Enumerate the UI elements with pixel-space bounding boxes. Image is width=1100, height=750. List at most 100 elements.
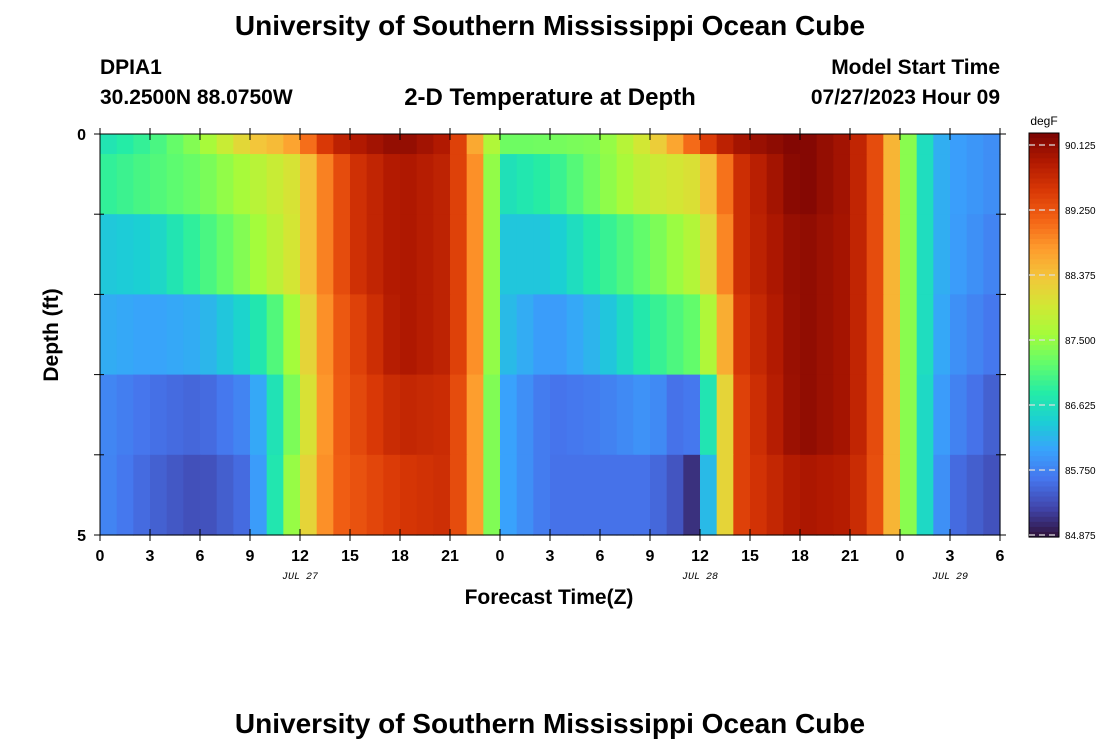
colorbar-tick-labels: 90.125 89.250 88.375 87.500 86.625 85.750 84.8… <box>1029 141 1096 542</box>
colorbar-segment <box>1029 335 1059 341</box>
x-tick-label: 6 <box>996 548 1005 565</box>
heatmap-cell <box>666 214 684 295</box>
heatmap-cell <box>200 454 218 536</box>
heatmap-cell <box>383 294 401 376</box>
colorbar-segment <box>1029 193 1059 200</box>
heatmap-cell <box>400 214 418 295</box>
heatmap-cell <box>166 374 184 456</box>
heatmap-cell <box>733 134 751 155</box>
heatmap-cell <box>716 214 734 295</box>
heatmap-cell <box>550 214 568 295</box>
colorbar-segment <box>1029 405 1059 412</box>
heatmap-cell <box>250 294 268 376</box>
heatmap-cell <box>900 154 918 215</box>
x-tick-label: 9 <box>246 548 255 565</box>
heatmap-cell <box>600 294 618 376</box>
heatmap-cell <box>650 214 668 295</box>
heatmap-cell <box>316 214 334 295</box>
heatmap-cell <box>216 454 234 536</box>
colorbar-segment <box>1029 521 1059 528</box>
heatmap-cell <box>216 134 234 155</box>
heatmap-cell <box>833 294 851 376</box>
heatmap-cell <box>766 454 784 536</box>
heatmap-cell <box>450 214 468 295</box>
x-tick-label: 6 <box>196 548 205 565</box>
heatmap-cell <box>600 454 618 536</box>
heatmap-cell <box>650 454 668 536</box>
heatmap-cell <box>666 374 684 456</box>
heatmap-cell <box>416 134 434 155</box>
heatmap-cell <box>966 374 984 456</box>
heatmap-cell <box>200 134 218 155</box>
x-tick-labels: 0 3 6 9 12 15 18 21 0 3 6 9 12 15 18 21 0 3 6 <box>96 548 1005 565</box>
heatmap-cell <box>516 154 534 215</box>
heatmap-cell <box>816 154 834 215</box>
heatmap-cell <box>616 214 634 295</box>
heatmap-cell <box>933 294 951 376</box>
heatmap-cell <box>966 134 984 155</box>
heatmap-cell <box>916 294 934 376</box>
heatmap-cell <box>283 454 301 536</box>
heatmap-cell <box>166 454 184 536</box>
colorbar-tick-label: 87.500 <box>1065 336 1096 347</box>
colorbar-segment <box>1029 218 1059 225</box>
heatmap-cell <box>483 134 501 155</box>
heatmap-cell <box>916 134 934 155</box>
heatmap-cell <box>150 154 168 215</box>
heatmap-cell <box>600 154 618 215</box>
heatmap-cell <box>733 294 751 376</box>
heatmap-cell <box>366 134 384 155</box>
colorbar-segment <box>1029 138 1059 144</box>
heatmap-cell <box>833 454 851 536</box>
colorbar-tick-label: 86.625 <box>1065 401 1096 412</box>
heatmap-cell <box>316 454 334 536</box>
x-tick-label: 18 <box>791 548 809 565</box>
colorbar-segment <box>1029 430 1059 437</box>
heatmap-cell <box>700 134 718 155</box>
x-tick-label: 0 <box>96 548 105 565</box>
heatmap-cell <box>666 134 684 155</box>
heatmap-cell <box>350 134 368 155</box>
heatmap-cell <box>250 454 268 536</box>
colorbar-segment <box>1029 198 1059 205</box>
heatmap-cell <box>833 214 851 295</box>
heatmap-cell <box>416 154 434 215</box>
colorbar-segment <box>1029 244 1059 250</box>
heatmap-cell <box>866 454 884 536</box>
axis-ticks <box>94 128 1006 541</box>
heatmap-cell <box>250 214 268 295</box>
heatmap-cell <box>816 294 834 376</box>
heatmap-cell <box>400 134 418 155</box>
colorbar-segment <box>1029 451 1059 457</box>
colorbar-segment <box>1029 511 1059 518</box>
heatmap-cell <box>416 454 434 536</box>
heatmap-cell <box>100 154 118 215</box>
heatmap-cell <box>816 214 834 295</box>
heatmap-cell <box>716 374 734 456</box>
heatmap-cell <box>450 154 468 215</box>
heatmap-cell <box>183 294 201 376</box>
heatmap-cell <box>683 294 701 376</box>
heatmap-cell <box>366 374 384 456</box>
heatmap-cell <box>600 134 618 155</box>
station-id: DPIA1 <box>100 56 162 79</box>
heatmap-cell <box>233 134 251 155</box>
heatmap-cell <box>333 154 351 215</box>
heatmap-cell <box>850 294 868 376</box>
colorbar-segment <box>1029 375 1059 382</box>
heatmap-cell <box>483 214 501 295</box>
heatmap-cell <box>483 294 501 376</box>
colorbar-segment <box>1029 456 1059 462</box>
colorbar-segment <box>1029 158 1059 164</box>
colorbar-segment <box>1029 471 1059 477</box>
heatmap-cell <box>833 154 851 215</box>
heatmap-cell <box>750 134 768 155</box>
y-axis-label: Depth (ft) <box>40 288 63 381</box>
heatmap-cell <box>216 294 234 376</box>
heatmap-cell <box>516 214 534 295</box>
heatmap-cell <box>566 134 584 155</box>
heatmap-cell <box>883 374 901 456</box>
colorbar-segment <box>1029 203 1059 210</box>
heatmap-cell <box>933 214 951 295</box>
heatmap-cell <box>300 154 318 215</box>
